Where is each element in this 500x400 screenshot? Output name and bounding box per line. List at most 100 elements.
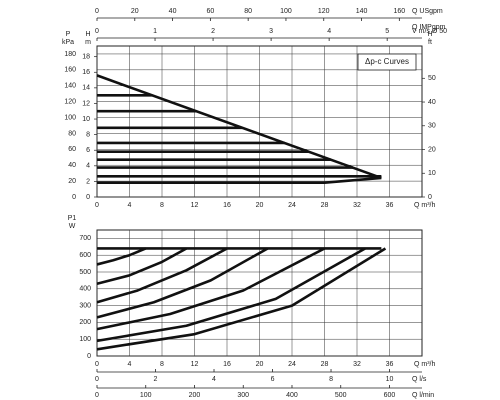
y-tick-label: 16 <box>82 69 90 76</box>
x-tick-label: 100 <box>280 8 292 15</box>
x-tick-label: 160 <box>393 8 405 15</box>
x-tick-label: 0 <box>95 202 99 209</box>
x-tick-label: 80 <box>244 8 252 15</box>
x-tick-label: 32 <box>353 361 361 368</box>
y-tick-label: 40 <box>68 162 76 169</box>
y-tick-label: 10 <box>82 116 90 123</box>
y-axis-unit: ft <box>428 39 432 46</box>
x-tick-label: 2 <box>154 376 158 383</box>
y-tick-label: 14 <box>82 85 90 92</box>
y-tick-label: 300 <box>79 302 91 309</box>
x-tick-label: 140 <box>356 8 368 15</box>
x-axis-label: Q m³/h <box>414 361 435 368</box>
y-tick-label: 200 <box>79 319 91 326</box>
y-tick-label: 2 <box>86 178 90 185</box>
x-tick-label: 400 <box>286 392 298 399</box>
y-tick-label: 0 <box>72 194 76 201</box>
x-tick-label: 20 <box>131 8 139 15</box>
y-tick-label: 0 <box>87 353 91 360</box>
y-tick-label: 0 <box>86 194 90 201</box>
curve <box>96 247 269 319</box>
x-tick-label: 6 <box>271 376 275 383</box>
y-tick-label: 160 <box>64 67 76 74</box>
y-tick-label: 50 <box>428 75 436 82</box>
x-tick-label: 24 <box>288 361 296 368</box>
curve <box>96 247 387 351</box>
annotation: Δp-c Curves <box>365 57 409 66</box>
annotation-box <box>357 53 417 71</box>
y-tick-label: 140 <box>64 83 76 90</box>
y-tick-label: 60 <box>68 146 76 153</box>
x-tick-label: 300 <box>237 392 249 399</box>
x-tick-label: 20 <box>256 202 264 209</box>
y-tick-label: 120 <box>64 98 76 105</box>
x-tick-label: 12 <box>191 202 199 209</box>
x-tick-label: 8 <box>160 202 164 209</box>
x-tick-label: 32 <box>353 202 361 209</box>
x-tick-label: 0 <box>95 361 99 368</box>
x-tick-label: 16 <box>223 202 231 209</box>
curve <box>96 247 228 304</box>
y-tick-label: 0 <box>428 194 432 201</box>
x-tick-label: 40 <box>169 8 177 15</box>
x-tick-label: 0 <box>95 28 99 35</box>
x-axis-label: Q l/min <box>412 392 434 399</box>
x-tick-label: 600 <box>384 392 396 399</box>
x-tick-label: 0 <box>95 8 99 15</box>
curve <box>96 247 366 343</box>
y-tick-label: 500 <box>79 269 91 276</box>
y-tick-label: 100 <box>79 336 91 343</box>
y-axis-label: H <box>85 31 90 38</box>
y-tick-label: 600 <box>79 252 91 259</box>
y-axis-label: P1 <box>68 215 77 222</box>
curve <box>96 247 326 331</box>
x-tick-label: 8 <box>160 361 164 368</box>
x-tick-label: 16 <box>223 361 231 368</box>
y-tick-label: 700 <box>79 235 91 242</box>
x-tick-label: 36 <box>386 361 394 368</box>
x-tick-label: 4 <box>212 376 216 383</box>
y-tick-label: 12 <box>82 100 90 107</box>
x-axis-label: Q l/s <box>412 376 427 383</box>
x-tick-label: 0 <box>95 392 99 399</box>
y-tick-label: 100 <box>64 114 76 121</box>
curve <box>96 247 188 286</box>
x-tick-label: 200 <box>189 392 201 399</box>
y-tick-label: 30 <box>428 123 436 130</box>
y-tick-label: 40 <box>428 99 436 106</box>
x-tick-label: 120 <box>318 8 330 15</box>
y-tick-label: 4 <box>86 163 90 170</box>
x-axis-label: V m/s Ø 50 <box>412 28 447 35</box>
y-tick-label: 80 <box>68 130 76 137</box>
y-tick-label: 8 <box>86 131 90 138</box>
x-tick-label: 2 <box>211 28 215 35</box>
x-tick-label: 0 <box>95 376 99 383</box>
y-axis-unit: W <box>69 223 76 230</box>
x-tick-label: 28 <box>321 361 329 368</box>
x-tick-label: 4 <box>128 202 132 209</box>
y-axis-label: P <box>66 31 71 38</box>
x-tick-label: 1 <box>153 28 157 35</box>
y-tick-label: 400 <box>79 286 91 293</box>
x-tick-label: 500 <box>335 392 347 399</box>
x-tick-label: 100 <box>140 392 152 399</box>
x-tick-label: 3 <box>269 28 273 35</box>
x-tick-label: 4 <box>327 28 331 35</box>
x-axis-label: Q m³/h <box>414 202 435 209</box>
y-axis-unit: kPa <box>62 39 74 46</box>
x-tick-label: 24 <box>288 202 296 209</box>
y-tick-label: 10 <box>428 170 436 177</box>
y-tick-label: 18 <box>82 54 90 61</box>
y-tick-label: 20 <box>428 146 436 153</box>
x-tick-label: 20 <box>256 361 264 368</box>
x-tick-label: 36 <box>386 202 394 209</box>
y-tick-label: 20 <box>68 178 76 185</box>
x-tick-label: 12 <box>191 361 199 368</box>
x-tick-label: 4 <box>128 361 132 368</box>
x-tick-label: 60 <box>206 8 214 15</box>
y-axis-label: H <box>427 31 432 38</box>
y-tick-label: 6 <box>86 147 90 154</box>
y-tick-label: 180 <box>64 51 76 58</box>
y-axis-unit: m <box>85 39 91 46</box>
